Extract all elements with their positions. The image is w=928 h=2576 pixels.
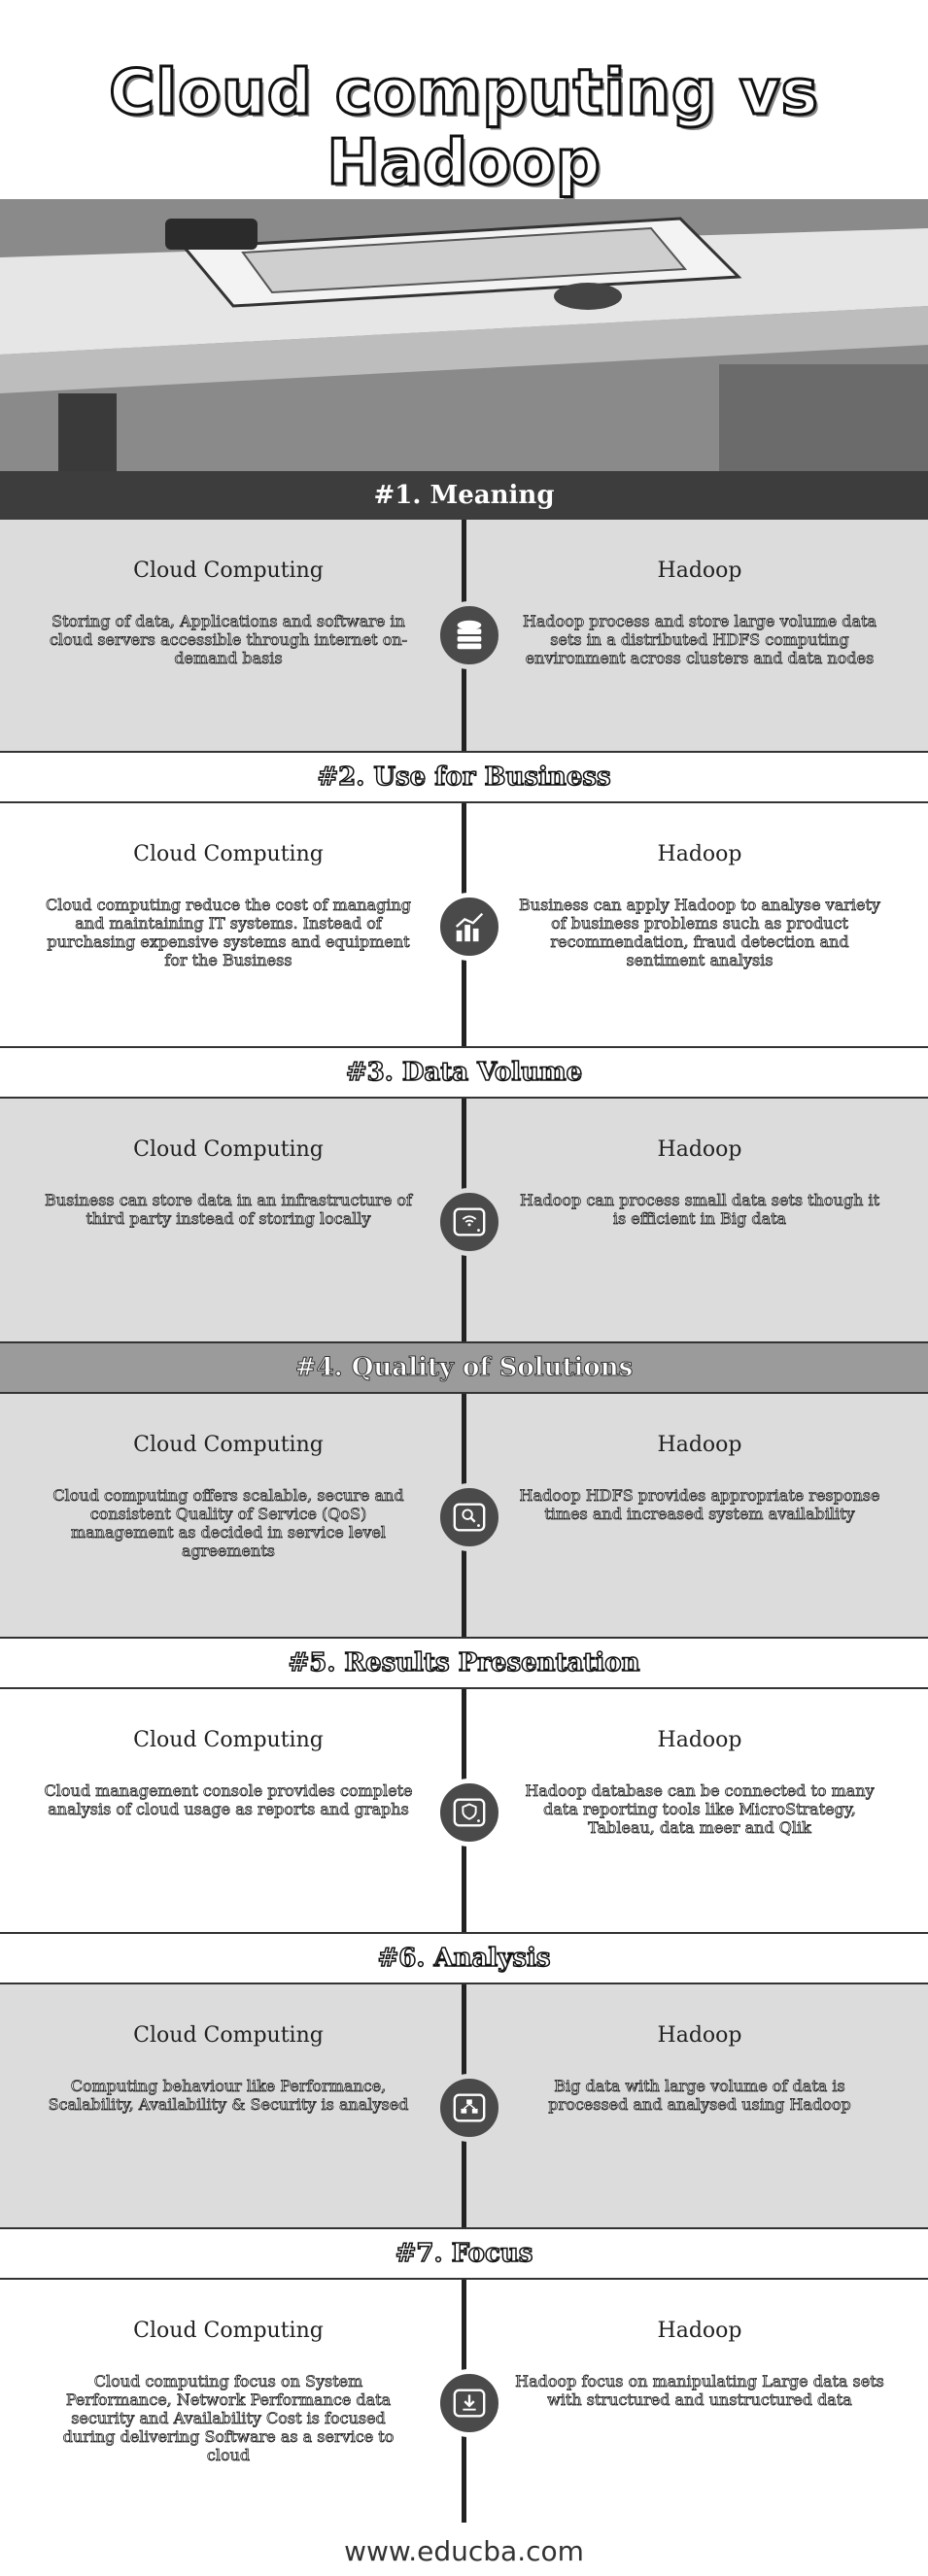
cloud-title: Cloud Computing [133,1728,324,1752]
hadoop-column: Hadoop Hadoop can process small data set… [515,1099,884,1228]
section-row-results-presentation: Cloud Computing Cloud management console… [0,1689,928,1932]
cloud-text: Cloud computing focus on System Performa… [62,2372,395,2465]
title-line-2: Hadoop [326,127,601,200]
hadoop-text: Hadoop can process small data sets thoug… [519,1191,880,1229]
cloud-column: Cloud Computing Cloud management console… [44,1689,413,1818]
hadoop-column: Hadoop Hadoop HDFS provides appropriate … [515,1394,884,1523]
hadoop-column: Hadoop Hadoop database can be connected … [515,1689,884,1837]
footer-url-text: www.educba.com [344,2534,584,2567]
laptop-desk-illustration [0,199,928,471]
hadoop-title: Hadoop [657,1137,742,1162]
cloud-text: Computing behaviour like Performance, Sc… [48,2077,409,2115]
section-heading-focus: #7. Focus [0,2227,928,2280]
page-title: Cloud computing vs Hadoop [0,0,928,200]
cloud-column: Cloud Computing Cloud computing reduce t… [44,803,413,969]
hadoop-column: Hadoop Hadoop focus on manipulating Larg… [515,2280,885,2410]
section-heading-quality-of-solutions: #4. Quality of Solutions [0,1341,928,1394]
cloud-column: Cloud Computing Storing of data, Applica… [44,520,413,667]
cloud-text: Cloud management console provides comple… [44,1781,413,1819]
hadoop-title: Hadoop [657,1433,742,1457]
hadoop-title: Hadoop [657,2023,742,2048]
hadoop-title: Hadoop [657,842,742,866]
section-heading-analysis: #6. Analysis [0,1932,928,1984]
section-heading-meaning: #1. Meaning [0,471,928,520]
hadoop-column: Hadoop Hadoop process and store large vo… [515,520,884,667]
hadoop-column: Hadoop Business can apply Hadoop to anal… [515,803,884,969]
cloud-title: Cloud Computing [133,1137,324,1162]
cloud-text: Business can store data in an infrastruc… [45,1191,413,1229]
cloud-text: Storing of data, Applications and softwa… [49,612,408,668]
hadoop-text: Business can apply Hadoop to analyse var… [519,896,881,970]
download-drive-icon [435,2369,503,2437]
cloud-title: Cloud Computing [133,2023,324,2048]
hadoop-title: Hadoop [657,1728,742,1752]
cloud-column: Cloud Computing Computing behaviour like… [44,1984,413,2114]
hadoop-column: Hadoop Big data with large volume of dat… [515,1984,884,2114]
section-heading-text: #3. Data Volume [345,1057,583,1088]
hero-photo [0,199,928,471]
section-row-focus: Cloud Computing Cloud computing focus on… [0,2280,928,2523]
database-icon [435,601,503,669]
section-row-data-volume: Cloud Computing Business can store data … [0,1099,928,1341]
cloud-text: Cloud computing reduce the cost of manag… [45,896,412,970]
section-heading-results-presentation: #5. Results Presentation [0,1637,928,1689]
section-heading-text: #6. Analysis [377,1943,552,1974]
section-heading-text: #1. Meaning [373,481,555,510]
section-row-quality-of-solutions: Cloud Computing Cloud computing offers s… [0,1394,928,1637]
hadoop-text: Hadoop HDFS provides appropriate respons… [519,1486,880,1524]
hadoop-text: Hadoop database can be connected to many… [525,1781,875,1838]
shield-drive-icon [435,1779,503,1847]
cloud-title: Cloud Computing [133,1433,324,1457]
cloud-title: Cloud Computing [133,842,324,866]
header: Cloud computing vs Hadoop [0,0,928,200]
section-row-use-for-business: Cloud Computing Cloud computing reduce t… [0,803,928,1046]
search-drive-icon [435,1483,503,1551]
cloud-title: Cloud Computing [133,2319,324,2343]
hadoop-text: Hadoop process and store large volume da… [522,612,877,668]
wifi-drive-icon [435,1188,503,1256]
title-line-1: Cloud computing vs [108,57,819,130]
hadoop-text: Hadoop focus on manipulating Large data … [515,2372,885,2410]
section-heading-data-volume: #3. Data Volume [0,1046,928,1099]
network-drive-icon [435,2074,503,2142]
cloud-column: Cloud Computing Business can store data … [44,1099,413,1228]
section-row-analysis: Cloud Computing Computing behaviour like… [0,1984,928,2227]
hadoop-title: Hadoop [657,2319,742,2343]
section-heading-use-for-business: #2. Use for Business [0,751,928,803]
section-heading-text: #2. Use for Business [317,762,612,793]
footer-url: www.educba.com [0,2525,928,2576]
cloud-title: Cloud Computing [133,559,324,583]
cloud-column: Cloud Computing Cloud computing focus on… [44,2280,413,2464]
hadoop-text: Big data with large volume of data is pr… [548,2077,851,2115]
cloud-column: Cloud Computing Cloud computing offers s… [44,1394,413,1560]
growth-chart-icon [435,893,503,961]
section-heading-text: #4. Quality of Solutions [294,1353,634,1383]
hadoop-title: Hadoop [657,559,742,583]
section-heading-text: #7. Focus [395,2238,533,2269]
section-row-meaning: Cloud Computing Storing of data, Applica… [0,520,928,751]
cloud-text: Cloud computing offers scalable, secure … [52,1486,404,1561]
section-heading-text: #5. Results Presentation [288,1647,641,1678]
